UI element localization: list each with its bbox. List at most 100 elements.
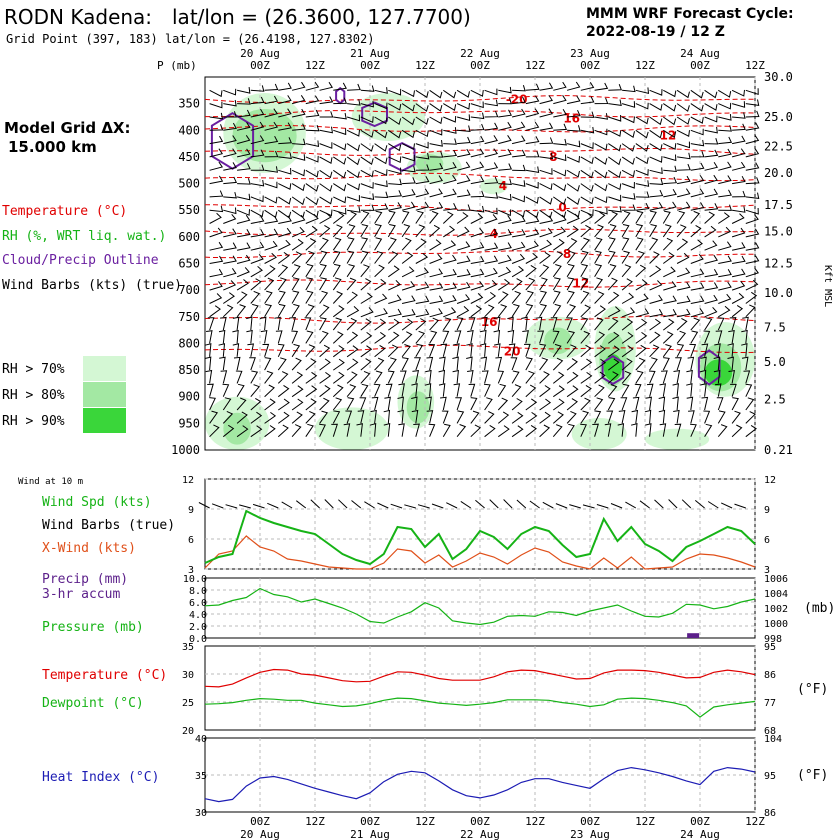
surface-wind-barb <box>446 502 458 509</box>
wind-barb <box>333 97 348 105</box>
wind-barb <box>676 103 690 112</box>
wind-barb <box>456 175 471 185</box>
wind-barb <box>539 168 553 175</box>
wind-barb <box>511 108 526 118</box>
wind-barb <box>205 369 213 384</box>
wind-barb <box>443 254 457 264</box>
wind-barb <box>539 196 553 205</box>
wind-barb <box>497 370 505 384</box>
wind-barb <box>374 129 388 139</box>
wind-barb <box>456 255 471 264</box>
surface-wind-barb <box>460 500 472 509</box>
wind-barb <box>607 317 619 331</box>
wind-barb <box>443 162 457 171</box>
wind-barb <box>663 188 677 198</box>
time-tick-label-top: 12Z <box>415 59 435 72</box>
wind-barb <box>264 150 279 158</box>
wind-barb <box>319 126 333 134</box>
wind-barb <box>635 202 650 211</box>
wind-barb <box>467 329 474 344</box>
wind-barb <box>236 193 251 201</box>
wind-barb <box>498 254 512 264</box>
wind-barb <box>332 410 341 424</box>
wind-barb <box>223 135 237 145</box>
time-tick-label-top: 12Z <box>525 59 545 72</box>
wind-barb <box>580 96 595 105</box>
wind-barb <box>414 357 421 371</box>
time-tick-label-bottom: 12Z <box>525 815 545 828</box>
wind-barb <box>278 137 293 145</box>
temperature-line <box>204 668 756 688</box>
wind-barb <box>443 174 457 185</box>
wind-barb <box>426 410 434 424</box>
wind-barb <box>649 280 663 291</box>
wind-barb <box>690 103 704 112</box>
wind-barb <box>566 95 581 105</box>
wind-barb <box>383 423 391 437</box>
temp-tick-label: 25 <box>182 698 194 709</box>
wind-barb <box>566 250 576 264</box>
wind-barb <box>635 344 647 358</box>
wind-barb <box>332 397 343 411</box>
surface-wind-barb <box>555 503 568 509</box>
wind-barb <box>415 210 424 224</box>
wind-barb <box>470 175 485 185</box>
wind-barb <box>388 167 402 175</box>
wind-barb <box>250 85 265 92</box>
wind-barb <box>676 201 691 211</box>
wind-barb <box>456 317 464 331</box>
wind-barb <box>484 207 498 215</box>
wind-barb <box>415 129 429 138</box>
wind-barb <box>346 306 360 318</box>
wind-barb <box>468 383 476 397</box>
wind-barb <box>553 398 565 411</box>
wind-barb <box>498 97 512 105</box>
wind-barb <box>333 82 347 91</box>
wind-barb <box>672 396 679 411</box>
wind-barb <box>235 370 243 384</box>
wind-barb <box>250 266 263 278</box>
wind-barb <box>663 281 677 291</box>
wind-barb <box>457 189 471 198</box>
wind-barb <box>360 278 372 291</box>
wind-barb <box>374 318 386 331</box>
wind-speed-line <box>204 509 756 566</box>
wind-barb <box>649 308 664 318</box>
wind-barb <box>731 148 746 158</box>
wind-barb <box>346 237 355 251</box>
surface-wind-barb <box>529 500 540 509</box>
wind-barb <box>539 290 547 304</box>
surface-wind-barb <box>582 504 595 509</box>
grid-point-text: Grid Point (397, 183) lat/lon = (26.4198… <box>6 32 374 46</box>
wind-barb <box>717 424 728 438</box>
wind-barb <box>690 162 705 171</box>
pressure-tick-label: 1000 <box>171 443 200 457</box>
isotherm-line <box>205 204 756 212</box>
wind-barb <box>594 237 603 251</box>
wind-barb <box>387 331 400 344</box>
wind-barb <box>622 204 636 211</box>
wind-barb <box>305 95 320 105</box>
wind-barb <box>484 291 497 304</box>
wind-barb <box>635 331 648 344</box>
wind-barb <box>397 396 404 411</box>
wind-barb <box>690 188 705 198</box>
surface-wind-barb <box>211 503 224 509</box>
wind-barb <box>553 183 567 192</box>
wind-barb <box>676 267 691 278</box>
wind-barb <box>415 308 430 318</box>
pressure-tick-label: 450 <box>178 150 200 164</box>
wind-barb <box>580 277 589 291</box>
wind-barb <box>443 225 456 238</box>
wind-barb <box>621 156 635 165</box>
wind-barb <box>635 293 649 304</box>
wind-barb <box>745 424 757 438</box>
wind-barb <box>718 269 732 278</box>
wind-barb <box>429 103 443 112</box>
wind-barb <box>429 253 443 264</box>
wind-barb <box>209 161 224 171</box>
wind-barb <box>415 201 430 211</box>
wind-barb <box>209 410 219 424</box>
wind-barb <box>498 193 512 201</box>
